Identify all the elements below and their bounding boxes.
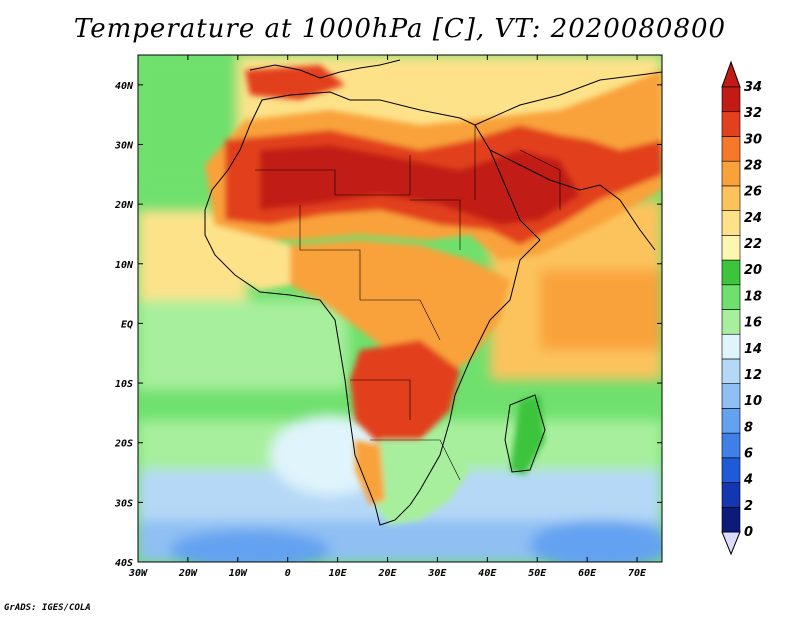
colorbar-level-label: 12 xyxy=(744,368,762,383)
colorbar-level-label: 6 xyxy=(744,446,753,461)
colorbar-bottom-triangle xyxy=(721,531,741,556)
lat-label: 20S xyxy=(114,439,133,450)
colorbar-level-label: 0 xyxy=(744,525,753,540)
lat-label: 30N xyxy=(114,140,134,151)
colorbar-level-label: 2 xyxy=(744,499,753,514)
colorbar-swatch xyxy=(721,136,741,162)
europe-coastline xyxy=(249,59,401,79)
lat-label: 30S xyxy=(114,498,133,509)
colorbar-level-label: 4 xyxy=(743,473,753,488)
colorbar-level-label: 14 xyxy=(744,342,762,357)
lon-label: 60E xyxy=(578,568,597,579)
asia-coastline xyxy=(474,71,662,126)
credit-text: GrADS: IGES/COLA xyxy=(4,603,91,613)
colorbar-swatch xyxy=(721,185,741,211)
lon-label: 30E xyxy=(427,568,447,579)
colorbar-swatch xyxy=(721,432,741,459)
colorbar-level-label: 20 xyxy=(744,263,762,278)
field-angola-zambia-hot xyxy=(350,340,460,445)
field-south-cold2 xyxy=(170,530,330,562)
field-southern-africa-mild xyxy=(360,440,470,525)
lat-label: 10N xyxy=(115,260,134,271)
colorbar-swatch xyxy=(721,408,741,434)
arabia-coastline xyxy=(489,149,656,251)
colorbar-level-label: 32 xyxy=(744,106,762,121)
lon-label: 10E xyxy=(329,568,348,579)
lat-label: 40S xyxy=(115,558,133,569)
coastlines xyxy=(204,59,662,526)
colorbar-swatch xyxy=(721,383,741,409)
lon-label: 70E xyxy=(628,568,647,579)
colorbar-level-label: 16 xyxy=(744,316,762,331)
field-sahara-hottest xyxy=(260,145,580,225)
map-title: Temperature at 1000hPa [C], VT: 20200808… xyxy=(73,14,727,44)
field-west-africa xyxy=(210,225,290,290)
lon-label: 30W xyxy=(128,568,148,579)
field-iberia-hot xyxy=(245,65,345,100)
country-borders xyxy=(255,125,561,481)
colorbar-swatch xyxy=(721,235,741,261)
field-south-cold xyxy=(530,520,662,562)
lon-label: 20E xyxy=(377,568,397,579)
lon-label: 40E xyxy=(478,568,497,579)
colorbar-swatch xyxy=(721,333,741,360)
colorbar-swatch xyxy=(721,482,741,508)
lon-label: 20W xyxy=(178,568,198,579)
lat-label: EQ xyxy=(121,319,133,330)
colorbar-swatch xyxy=(721,111,741,137)
axis-ticks xyxy=(137,55,662,563)
colorbar-level-label: 18 xyxy=(744,289,762,304)
colorbar-swatch xyxy=(721,309,741,335)
colorbar-swatch xyxy=(721,210,741,236)
temperature-field xyxy=(138,55,662,562)
colorbar-swatch xyxy=(721,284,741,310)
colorbar-swatch xyxy=(721,86,741,113)
colorbar-swatch xyxy=(721,160,741,187)
field-central-africa xyxy=(290,240,510,380)
colorbar-swatch xyxy=(721,457,741,483)
lon-label: 50E xyxy=(528,568,547,579)
colorbar-level-label: 34 xyxy=(744,80,762,95)
colorbar-level-label: 26 xyxy=(744,185,762,200)
colorbar-swatch xyxy=(721,506,741,533)
field-arabian-sea xyxy=(540,270,662,350)
lon-label: 10W xyxy=(229,568,248,579)
field-madagascar xyxy=(510,395,545,475)
colorbar-level-label: 24 xyxy=(744,211,762,226)
colorbar-swatch xyxy=(721,259,741,286)
field-namibia-warm xyxy=(355,440,385,505)
lon-label: 0 xyxy=(285,568,291,579)
field-gulf-guinea xyxy=(138,300,348,390)
colorbar-level-label: 28 xyxy=(744,159,762,174)
lat-label: 10S xyxy=(115,379,133,390)
africa-coastline xyxy=(204,91,541,526)
colorbar-swatch xyxy=(721,358,741,384)
lat-label: 40N xyxy=(115,81,134,92)
colorbar-level-label: 10 xyxy=(744,394,762,409)
madagascar-coastline xyxy=(504,394,546,473)
lat-label: 20N xyxy=(114,200,134,211)
colorbar-level-label: 30 xyxy=(744,132,762,147)
plot-frame xyxy=(137,54,663,563)
colorbar-level-label: 8 xyxy=(744,420,753,435)
colorbar-level-label: 22 xyxy=(744,237,762,252)
colorbar-top-triangle xyxy=(721,60,741,88)
